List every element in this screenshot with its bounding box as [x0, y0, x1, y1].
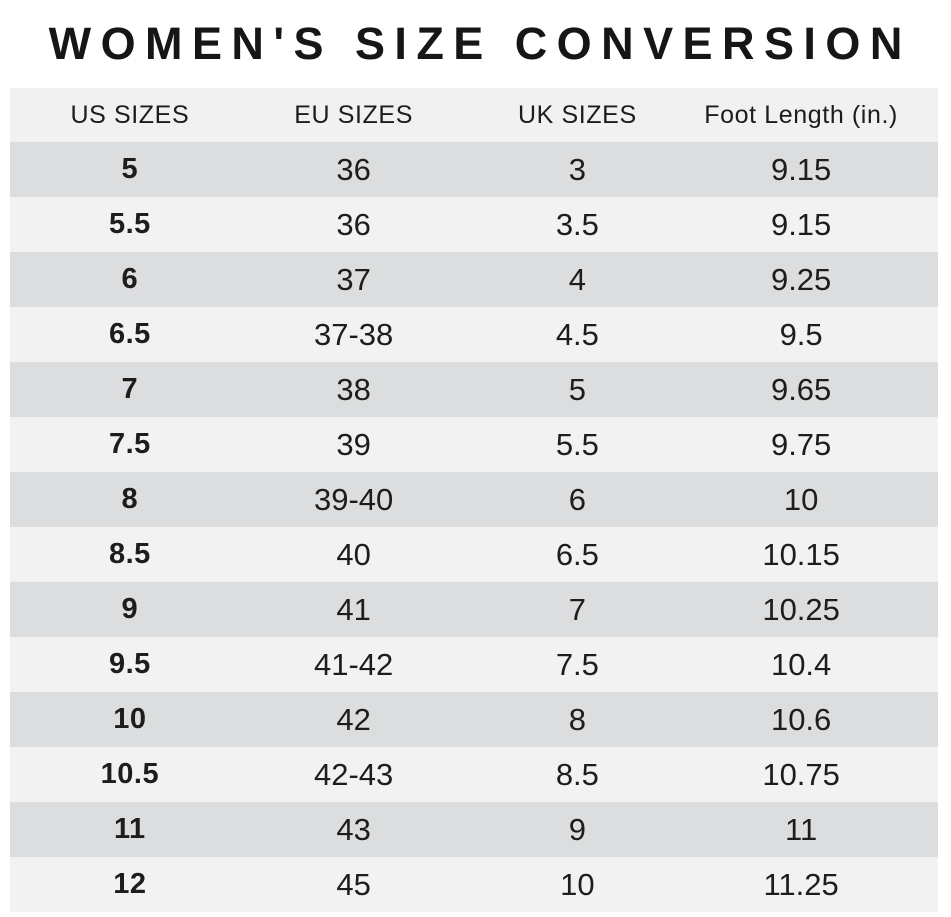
foot-length-cell: 9.65: [770, 371, 832, 407]
foot-length-cell: 9.15: [770, 151, 832, 187]
us-size-cell: 6: [121, 263, 139, 295]
column-header-foot-length: Foot Length (in.): [704, 100, 898, 129]
table-row: 6 37 4 9.25: [10, 252, 938, 307]
eu-size-cell: 41-42: [313, 646, 394, 682]
uk-size-cell: 8: [568, 701, 586, 737]
page-title: WOMEN'S SIZE CONVERSION: [48, 18, 912, 69]
page-header: WOMEN'S SIZE CONVERSION: [0, 0, 951, 88]
foot-length-cell: 10.15: [762, 536, 840, 572]
eu-size-cell: 40: [336, 536, 371, 572]
us-size-cell: 7.5: [108, 428, 151, 460]
foot-length-cell: 10: [783, 481, 819, 517]
foot-length-cell: 9.75: [770, 426, 832, 462]
us-size-cell: 12: [113, 868, 147, 900]
us-size-cell: 8.5: [108, 538, 151, 570]
table-row: 9.5 41-42 7.5 10.4: [10, 637, 938, 692]
eu-size-cell: 39: [336, 426, 371, 462]
eu-size-cell: 45: [336, 866, 371, 902]
table-header-row: US SIZES EU SIZES UK SIZES Foot Length (…: [10, 88, 938, 142]
foot-length-cell: 10.75: [762, 756, 840, 792]
column-header-uk-sizes: UK SIZES: [518, 100, 637, 129]
column-header-us-sizes: US SIZES: [70, 100, 190, 129]
table-body: 5 36 3 9.15 5.5 36 3.5 9.15 6 37 4 9.25 6.5 37-38 4.5 9…: [10, 142, 938, 912]
eu-size-cell: 42-43: [313, 756, 394, 792]
uk-size-cell: 8.5: [555, 756, 599, 792]
us-size-cell: 5: [121, 153, 139, 185]
table-row: 9 41 7 10.25: [10, 582, 938, 637]
foot-length-cell: 11.25: [763, 866, 839, 902]
table-row: 7 38 5 9.65: [10, 362, 938, 417]
table-row: 7.5 39 5.5 9.75: [10, 417, 938, 472]
us-size-cell: 5.5: [108, 208, 151, 240]
uk-size-cell: 10: [560, 866, 595, 902]
us-size-cell: 6.5: [108, 318, 151, 350]
table-row: 6.5 37-38 4.5 9.5: [10, 307, 938, 362]
table-row: 11 43 9 11: [10, 802, 938, 857]
table-row: 8 39-40 6 10: [10, 472, 938, 527]
uk-size-cell: 6: [568, 481, 586, 517]
foot-length-cell: 11: [785, 811, 818, 847]
uk-size-cell: 3.5: [555, 206, 599, 242]
table-row: 10 42 8 10.6: [10, 692, 938, 747]
us-size-cell: 9.5: [108, 648, 151, 680]
us-size-cell: 10.5: [100, 758, 160, 790]
uk-size-cell: 7.5: [555, 646, 599, 682]
uk-size-cell: 5: [568, 371, 586, 407]
table-row: 12 45 10 11.25: [10, 857, 938, 912]
eu-size-cell: 36: [336, 206, 371, 242]
table-row: 10.5 42-43 8.5 10.75: [10, 747, 938, 802]
uk-size-cell: 4.5: [555, 316, 599, 352]
table-row: 8.5 40 6.5 10.15: [10, 527, 938, 582]
foot-length-cell: 10.25: [762, 591, 840, 627]
table-row: 5 36 3 9.15: [10, 142, 938, 197]
us-size-cell: 8: [121, 483, 139, 515]
column-header-eu-sizes: EU SIZES: [294, 100, 413, 129]
eu-size-cell: 43: [336, 811, 371, 847]
us-size-cell: 11: [114, 813, 146, 845]
eu-size-cell: 39-40: [313, 481, 394, 517]
foot-length-cell: 10.6: [770, 701, 832, 737]
foot-length-cell: 9.5: [779, 316, 823, 352]
eu-size-cell: 36: [336, 151, 371, 187]
eu-size-cell: 42: [336, 701, 371, 737]
us-size-cell: 9: [121, 593, 139, 625]
uk-size-cell: 5.5: [555, 426, 599, 462]
foot-length-cell: 9.15: [770, 206, 832, 242]
uk-size-cell: 7: [568, 591, 586, 627]
eu-size-cell: 38: [336, 371, 371, 407]
uk-size-cell: 6.5: [555, 536, 599, 572]
us-size-cell: 7: [121, 373, 139, 405]
foot-length-cell: 9.25: [770, 261, 832, 297]
eu-size-cell: 37: [336, 261, 371, 297]
uk-size-cell: 3: [568, 151, 586, 187]
eu-size-cell: 37-38: [313, 316, 394, 352]
size-conversion-table: US SIZES EU SIZES UK SIZES Foot Length (…: [10, 88, 938, 912]
uk-size-cell: 9: [568, 811, 586, 847]
uk-size-cell: 4: [568, 261, 586, 297]
eu-size-cell: 41: [336, 591, 371, 627]
table-row: 5.5 36 3.5 9.15: [10, 197, 938, 252]
us-size-cell: 10: [113, 703, 147, 735]
foot-length-cell: 10.4: [770, 646, 832, 682]
